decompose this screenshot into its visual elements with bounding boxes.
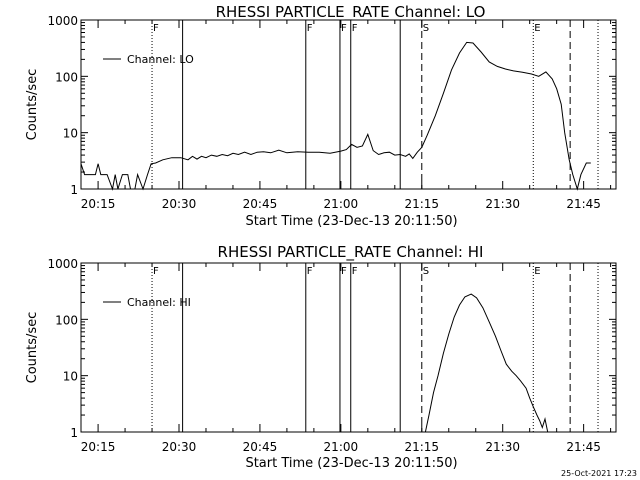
x-axis-label: Start Time (23-Dec-13 20:11:50) bbox=[245, 214, 457, 229]
event-marker-label: F bbox=[352, 23, 358, 34]
x-axis-label: Start Time (23-Dec-13 20:11:50) bbox=[245, 456, 457, 471]
x-tick-label: 21:15 bbox=[404, 197, 439, 211]
y-tick-label: 10 bbox=[63, 127, 78, 141]
y-tick-label: 100 bbox=[55, 70, 78, 84]
event-marker-label: F bbox=[153, 266, 159, 277]
plot-frame bbox=[80, 19, 617, 190]
chart-title: RHESSI PARTICLE_RATE Channel: LO bbox=[216, 3, 486, 22]
x-tick-label: 21:45 bbox=[566, 197, 601, 211]
footer-timestamp: 25-Oct-2021 17:23 bbox=[561, 469, 637, 478]
y-tick-label: 1000 bbox=[47, 257, 78, 271]
x-tick-label: 21:30 bbox=[485, 197, 520, 211]
y-tick-label: 10 bbox=[63, 370, 78, 384]
plot-frame bbox=[80, 262, 617, 433]
event-marker-label: E bbox=[534, 23, 540, 34]
event-marker-label: S bbox=[423, 23, 429, 34]
chart-panel-hi: RHESSI PARTICLE_RATE Channel: HI 1 10 100 10… bbox=[25, 243, 617, 471]
x-tick-label: 21:15 bbox=[404, 440, 439, 454]
y-tick-label: 1 bbox=[70, 183, 78, 197]
event-marker-label: F bbox=[352, 266, 358, 277]
x-tick-label: 21:45 bbox=[566, 440, 601, 454]
y-tick-label: 1 bbox=[70, 426, 78, 440]
chart-panel-lo: RHESSI PARTICLE_RATE Channel: LO 1 10 100 10… bbox=[25, 3, 617, 229]
series-line-channel-lo bbox=[80, 41, 591, 191]
event-marker-label: F bbox=[341, 23, 347, 34]
y-axis-label: Counts/sec bbox=[25, 69, 40, 141]
x-tick-label: 20:15 bbox=[81, 440, 116, 454]
y-axis-label: Counts/sec bbox=[25, 312, 40, 384]
series-line-channel-hi bbox=[424, 293, 549, 433]
event-marker-label: F bbox=[153, 23, 159, 34]
x-tick-label: 20:45 bbox=[243, 197, 278, 211]
x-tick-label: 20:30 bbox=[162, 440, 197, 454]
event-marker-label: E bbox=[534, 266, 540, 277]
x-tick-label: 21:00 bbox=[324, 440, 359, 454]
x-tick-label: 21:30 bbox=[485, 440, 520, 454]
x-tick-label: 20:30 bbox=[162, 197, 197, 211]
y-tick-label: 100 bbox=[55, 313, 78, 327]
legend-label: Channel: LO bbox=[127, 53, 194, 66]
legend-label: Channel: HI bbox=[127, 296, 191, 309]
x-tick-label: 20:45 bbox=[243, 440, 278, 454]
event-marker-label: F bbox=[307, 23, 313, 34]
x-tick-label: 20:15 bbox=[81, 197, 116, 211]
y-tick-label: 1000 bbox=[47, 14, 78, 28]
event-marker-label: F bbox=[307, 266, 313, 277]
event-marker-label: F bbox=[341, 266, 347, 277]
event-marker-label: S bbox=[423, 266, 429, 277]
x-tick-label: 21:00 bbox=[324, 197, 359, 211]
chart-title: RHESSI PARTICLE_RATE Channel: HI bbox=[218, 243, 484, 262]
